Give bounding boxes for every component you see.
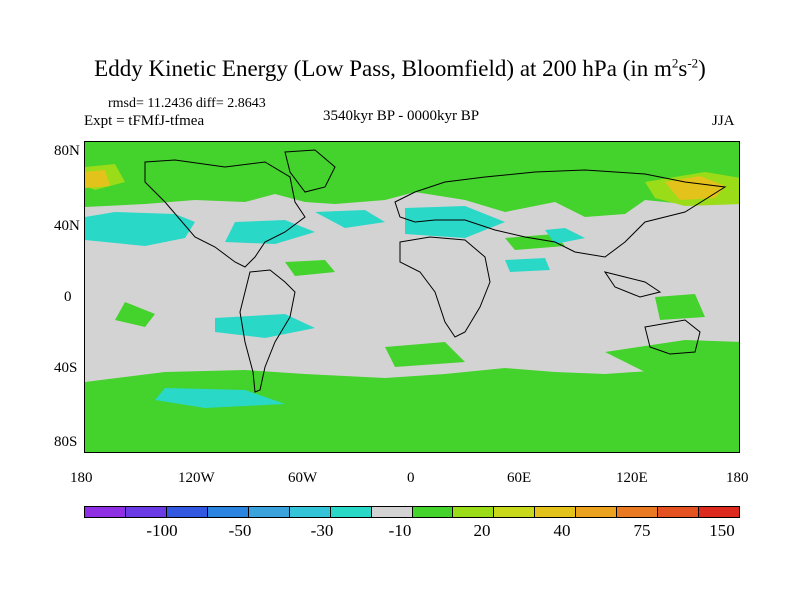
lat-label: 40N — [54, 218, 80, 234]
colorbar-label: 40 — [553, 521, 571, 540]
season-label: JJA — [712, 113, 735, 129]
colorbar-segment — [125, 507, 167, 517]
colorbar-segment — [576, 507, 618, 517]
colorbar-segment — [699, 507, 739, 517]
colorbar-segment — [289, 507, 331, 517]
colorbar-segment — [453, 507, 495, 517]
negative-anomaly-regions — [85, 206, 585, 408]
colorbar-segment — [494, 507, 536, 517]
period-label: 3540kyr BP - 0000kyr BP — [323, 108, 480, 124]
lon-label: 180 — [726, 470, 749, 486]
lat-label: 0 — [64, 289, 72, 305]
positive-anomaly-regions — [85, 142, 739, 452]
lat-label: 80N — [54, 143, 80, 159]
colorbar-segment — [412, 507, 454, 517]
map-panel — [84, 141, 740, 453]
lon-label: 120W — [178, 470, 215, 486]
colorbar-label: 75 — [633, 521, 651, 540]
lon-label: 60E — [507, 470, 532, 486]
colorbar-segment — [535, 507, 577, 517]
lat-label: 80S — [54, 434, 78, 450]
colorbar-segment — [658, 507, 700, 517]
colorbar-segment — [617, 507, 659, 517]
colorbar-label: -50 — [228, 521, 252, 540]
colorbar-segment — [166, 507, 208, 517]
lon-label: 60W — [288, 470, 318, 486]
lon-label: 0 — [407, 470, 415, 486]
high-anomaly-regions — [85, 170, 725, 200]
colorbar-segment — [330, 507, 372, 517]
experiment-label: Expt = tFMfJ-tfmea — [84, 113, 205, 129]
colorbar-segment — [371, 507, 413, 517]
colorbar — [84, 506, 740, 518]
stats-label: rmsd= 11.2436 diff= 2.8643 — [108, 96, 266, 111]
lon-label: 180 — [70, 470, 93, 486]
colorbar-label: -100 — [146, 521, 178, 540]
lon-label: 120E — [616, 470, 648, 486]
colorbar-label: 150 — [709, 521, 735, 540]
chart-title: Eddy Kinetic Energy (Low Pass, Bloomfiel… — [94, 55, 706, 81]
colorbar-segment — [248, 507, 290, 517]
colorbar-segment — [85, 507, 126, 517]
colorbar-label: -30 — [310, 521, 334, 540]
colorbar-label: 20 — [473, 521, 491, 540]
colorbar-label: -10 — [388, 521, 412, 540]
coastlines — [144, 149, 727, 393]
colorbar-segment — [207, 507, 249, 517]
lat-label: 40S — [54, 360, 78, 376]
anomaly-map — [85, 142, 739, 452]
